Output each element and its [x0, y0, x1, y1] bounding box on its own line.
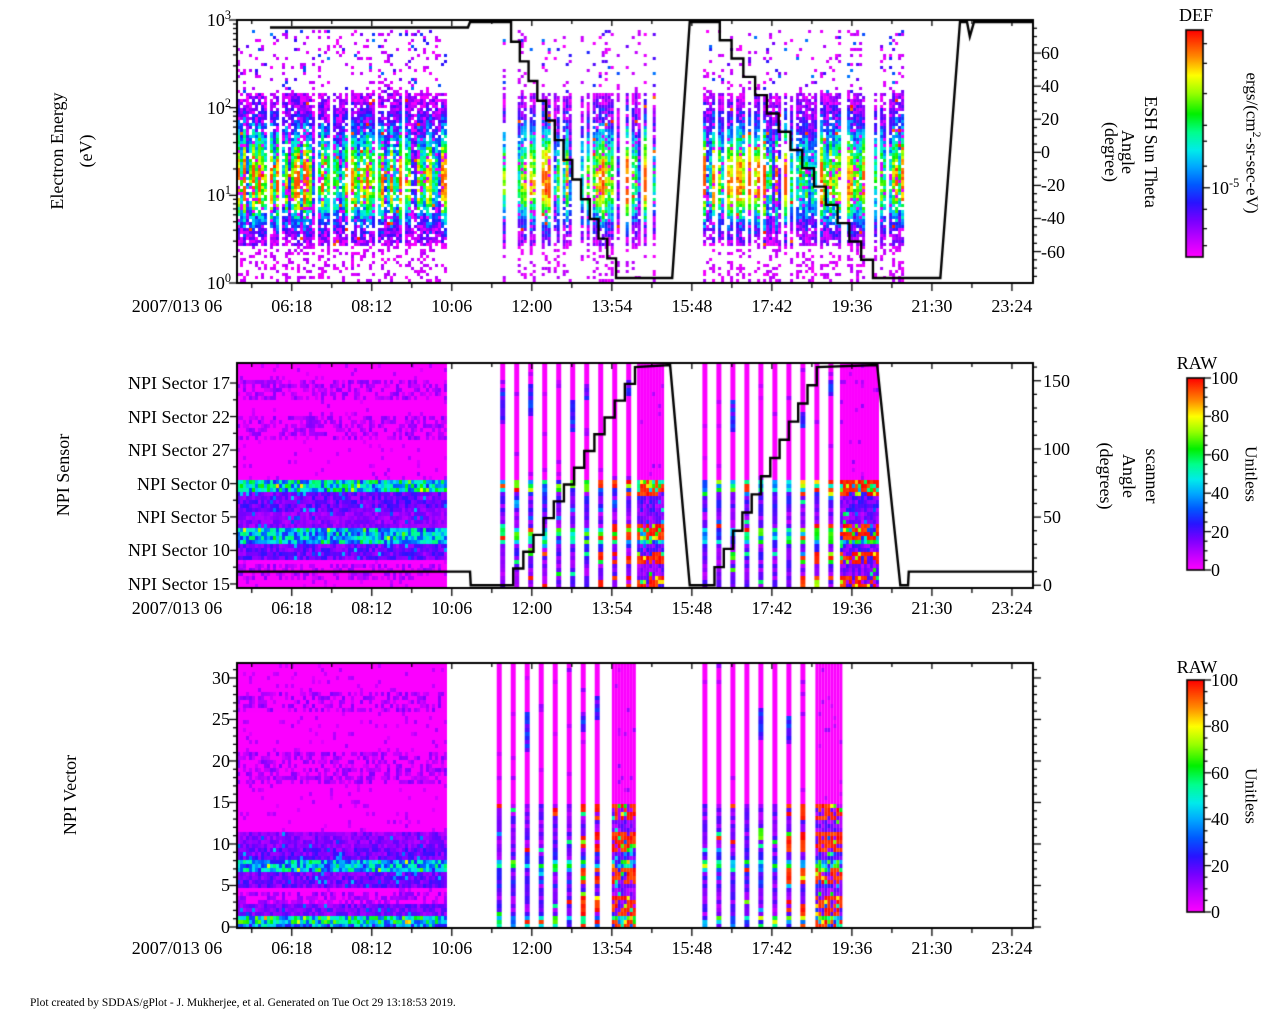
colorbar-tick-label-raw: 80: [1211, 406, 1229, 427]
colorbar-tick-label-raw: 20: [1211, 855, 1229, 876]
x-tick-label: 10:06: [431, 938, 473, 958]
right-tick-label-degree: 20: [1041, 109, 1059, 130]
colorbar-tick-label-def: 10-5: [1211, 175, 1240, 198]
x-tick-label: 06:18: [271, 598, 313, 618]
x-tick-label: 17:42: [751, 598, 793, 618]
right-tick-label-degree: -40: [1041, 208, 1065, 229]
colorbar-title-raw-vector: RAW: [1176, 657, 1218, 677]
x-tick-label: 13:54: [591, 296, 633, 316]
colorbar-unit-unitless-sensor: Unitless: [1241, 446, 1261, 502]
ylabel-electron-energy: Electron Energy: [47, 92, 67, 210]
x-tick-label: 12:00: [511, 938, 553, 958]
footer-credit: Plot created by SDDAS/gPlot - J. Mukherj…: [30, 997, 456, 1009]
y-tick-label-sector: NPI Sector 17: [128, 373, 230, 394]
x-tick-label: 13:54: [591, 598, 633, 618]
x-tick-label: 06:18: [271, 938, 313, 958]
x-tick-label: 08:12: [351, 598, 393, 618]
y-tick-label-sector: NPI Sector 15: [128, 573, 230, 594]
x-tick-label: 21:30: [911, 598, 953, 618]
ylabel-npi-sensor: NPI Sensor: [53, 433, 73, 517]
x-start-label-middle: 2007/013 06: [131, 598, 223, 618]
y-tick-label-vector: 0: [221, 917, 230, 937]
colorbar-unit-def: ergs/(cm2-sr-sec-eV): [1242, 72, 1264, 214]
colorbar-tick-label-raw: 100: [1211, 670, 1238, 690]
right-tick-label-degree: 0: [1041, 142, 1050, 163]
y-tick-label-sector: NPI Sector 22: [128, 406, 230, 427]
y-tick-label-vector: 20: [212, 750, 230, 771]
colorbar-tick-label-raw: 0: [1211, 902, 1220, 922]
colorbar-unit-unitless-vector: Unitless: [1241, 768, 1261, 824]
ylabel-electron-energy-unit: (eV): [76, 134, 96, 168]
x-tick-label: 23:24: [991, 296, 1033, 316]
x-tick-label: 08:12: [351, 938, 393, 958]
y-tick-label-vector: 30: [212, 667, 230, 688]
y-tick-label-vector: 10: [212, 833, 230, 854]
right-label-angle: Angle: [1118, 130, 1138, 174]
x-tick-label: 15:48: [671, 296, 713, 316]
x-tick-label: 19:36: [831, 598, 873, 618]
y-tick-label-sector: NPI Sector 27: [128, 440, 230, 461]
y-tick-label-vector: 25: [212, 709, 230, 730]
x-tick-label: 15:48: [671, 598, 713, 618]
colorbar-title-def: DEF: [1178, 5, 1214, 25]
colorbar-tick-label-raw: 60: [1211, 444, 1229, 465]
colorbar-tick-label-raw: 80: [1211, 716, 1229, 737]
y-tick-label-log: 103: [206, 8, 231, 30]
right-label-esh-sun-theta: ESH Sun Theta: [1141, 96, 1161, 208]
right-tick-label-scanner: 50: [1043, 507, 1061, 528]
y-tick-label-sector: NPI Sector 5: [137, 506, 230, 527]
right-label-scanner: scanner: [1142, 448, 1162, 504]
colorbar-tick-label-raw: 20: [1211, 521, 1229, 542]
x-tick-label: 19:36: [831, 938, 873, 958]
x-tick-label: 10:06: [431, 598, 473, 618]
x-tick-label: 21:30: [911, 938, 953, 958]
x-tick-label: 12:00: [511, 598, 553, 618]
x-tick-label: 12:00: [511, 296, 553, 316]
colorbar-tick-label-raw: 40: [1211, 483, 1229, 504]
right-label-degree: (degree): [1101, 122, 1121, 182]
y-tick-label-sector: NPI Sector 0: [137, 473, 230, 494]
x-tick-label: 13:54: [591, 938, 633, 958]
y-tick-label-log: 100: [206, 271, 231, 293]
x-tick-label: 17:42: [751, 938, 793, 958]
unit-post: -sr-sec-eV): [1242, 137, 1262, 214]
ylabel-npi-vector: NPI Vector: [60, 754, 80, 836]
colorbar-tick-label-raw: 40: [1211, 809, 1229, 830]
y-tick-label-log: 102: [206, 95, 231, 118]
right-tick-label-degree: -20: [1041, 175, 1065, 196]
y-tick-label-vector: 15: [212, 792, 230, 813]
colorbar-title-raw-sensor: RAW: [1176, 353, 1218, 373]
x-start-label-top: 2007/013 06: [131, 296, 223, 316]
right-tick-label-scanner: 150: [1043, 370, 1070, 391]
colorbar-tick-label-raw: 0: [1211, 560, 1220, 580]
y-tick-label-log: 101: [206, 183, 231, 206]
x-tick-label: 23:24: [991, 598, 1033, 618]
x-tick-label: 17:42: [751, 296, 793, 316]
right-tick-label-scanner: 0: [1043, 575, 1052, 596]
x-tick-label: 21:30: [911, 296, 953, 316]
x-tick-label: 19:36: [831, 296, 873, 316]
x-tick-label: 08:12: [351, 296, 393, 316]
right-tick-label-scanner: 100: [1043, 438, 1070, 459]
right-tick-label-degree: 60: [1041, 43, 1059, 64]
right-label-scanner-angle: Angle: [1119, 454, 1139, 498]
x-start-label-bottom: 2007/013 06: [131, 938, 223, 958]
y-tick-label-vector: 5: [221, 875, 230, 896]
x-tick-label: 15:48: [671, 938, 713, 958]
colorbar-tick-label-raw: 100: [1211, 368, 1238, 388]
right-tick-label-degree: -60: [1041, 241, 1065, 262]
unit-pre: ergs/(cm: [1242, 72, 1262, 132]
x-tick-label: 06:18: [271, 296, 313, 316]
x-tick-label: 23:24: [991, 938, 1033, 958]
y-tick-label-sector: NPI Sector 10: [128, 540, 230, 561]
right-label-degrees: (degrees): [1096, 442, 1116, 510]
right-tick-label-degree: 40: [1041, 76, 1059, 97]
x-tick-label: 10:06: [431, 296, 473, 316]
colorbar-tick-label-raw: 60: [1211, 762, 1229, 783]
